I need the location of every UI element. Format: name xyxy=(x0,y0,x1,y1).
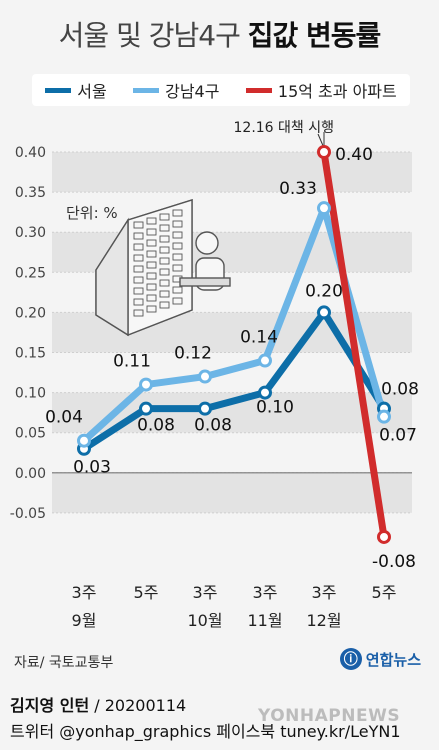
data-point xyxy=(317,305,331,320)
legend-label: 강남4구 xyxy=(165,82,220,101)
legend-item-seoul: 서울 xyxy=(45,78,107,102)
series-line-2 xyxy=(320,148,388,541)
data-label: 0.07 xyxy=(379,426,417,446)
data-point xyxy=(198,401,212,416)
apartment-illustration xyxy=(95,199,231,337)
grid-band xyxy=(52,472,412,513)
x-week-label: 3주 xyxy=(72,583,97,602)
x-month-label: 12월 xyxy=(306,611,341,630)
data-point xyxy=(317,201,331,216)
data-label: 0.08 xyxy=(194,416,232,436)
title-part2: 집값 변동률 xyxy=(247,19,382,52)
legend-item-gangnam: 강남4구 xyxy=(133,78,219,102)
data-point xyxy=(198,369,212,384)
data-label: 0.40 xyxy=(335,145,373,165)
grid-band xyxy=(52,152,412,193)
data-label: 0.04 xyxy=(45,408,83,428)
y-tick-label: 0.20 xyxy=(15,305,46,321)
grid-band xyxy=(52,432,412,473)
data-label: 0.08 xyxy=(137,416,175,436)
chart-title: 서울 및 강남4구 집값 변동률 xyxy=(0,14,439,54)
y-tick-label: 0.00 xyxy=(15,466,46,482)
data-label: 0.08 xyxy=(381,380,419,400)
x-week-label: 3주 xyxy=(193,583,218,602)
x-month-label: 9월 xyxy=(72,611,97,630)
legend-swatch xyxy=(245,87,272,93)
data-point xyxy=(258,353,272,368)
x-week-label: 5주 xyxy=(134,583,159,602)
data-label: 0.12 xyxy=(174,344,212,364)
data-point xyxy=(377,409,391,424)
legend-item-15eok: 15억 초과 아파트 xyxy=(245,78,397,102)
x-month-label: 10월 xyxy=(187,611,222,630)
data-point xyxy=(317,145,331,159)
credit-date: / 20200114 xyxy=(89,696,187,715)
grid-band xyxy=(52,512,412,553)
y-tick-label: 0.40 xyxy=(15,145,46,161)
credit-sns: 트위터 @yonhap_graphics 페이스북 tuney.kr/LeYN1 xyxy=(10,722,401,741)
data-label: 0.10 xyxy=(256,398,294,418)
data-point xyxy=(77,433,91,448)
logo-text: 연합뉴스 xyxy=(365,650,421,669)
yonhap-logo: ⓘ 연합뉴스 xyxy=(339,648,421,670)
data-label: 0.20 xyxy=(305,281,343,301)
y-tick-label: 0.10 xyxy=(15,386,46,402)
watermark: YONHAPNEWS xyxy=(258,706,401,726)
data-label: 0.14 xyxy=(240,328,278,348)
legend-swatch xyxy=(45,87,72,93)
data-label: -0.08 xyxy=(372,552,416,572)
data-point xyxy=(139,401,153,416)
data-point xyxy=(258,385,272,400)
legend-label: 서울 xyxy=(77,82,107,101)
data-point xyxy=(139,377,153,392)
y-tick-label: 0.35 xyxy=(15,185,46,201)
series-line-1 xyxy=(80,204,388,445)
data-point xyxy=(377,529,391,544)
series-line-0 xyxy=(80,308,388,453)
x-month-label: 11월 xyxy=(247,611,282,630)
y-tick-label: 0.05 xyxy=(15,426,46,442)
data-label: 0.11 xyxy=(113,352,151,372)
y-tick-label: 0.15 xyxy=(15,346,46,362)
yonhap-logo-icon: ⓘ xyxy=(339,648,362,670)
grid-band xyxy=(52,192,412,233)
title-part1: 서울 및 강남4구 xyxy=(58,19,248,52)
y-tick-label: 0.30 xyxy=(15,225,46,241)
author-name: 김지영 인턴 xyxy=(10,696,90,715)
x-week-label: 3주 xyxy=(253,583,278,602)
source-note: 자료/ 국토교통부 xyxy=(14,655,114,671)
data-label: 0.03 xyxy=(73,458,111,478)
x-week-label: 3주 xyxy=(312,583,337,602)
credit-author: 김지영 인턴 / 20200114 xyxy=(10,692,186,716)
annotation-text: 12.16 대책 시행 xyxy=(234,120,335,136)
y-tick-label: 0.25 xyxy=(15,265,46,281)
x-week-label: 5주 xyxy=(372,583,397,602)
line-chart: 0.40 0.35 0.30 0.25 0.20 0.15 0.10 0.05 0.00 -0.0… xyxy=(10,120,419,630)
unit-label: 단위: % xyxy=(66,204,118,222)
y-tick-label: -0.05 xyxy=(10,506,46,522)
legend-swatch xyxy=(133,87,160,93)
data-label: 0.33 xyxy=(279,179,317,199)
legend-label: 15억 초과 아파트 xyxy=(277,82,397,101)
legend: 서울 강남4구 15억 초과 아파트 xyxy=(32,74,410,106)
